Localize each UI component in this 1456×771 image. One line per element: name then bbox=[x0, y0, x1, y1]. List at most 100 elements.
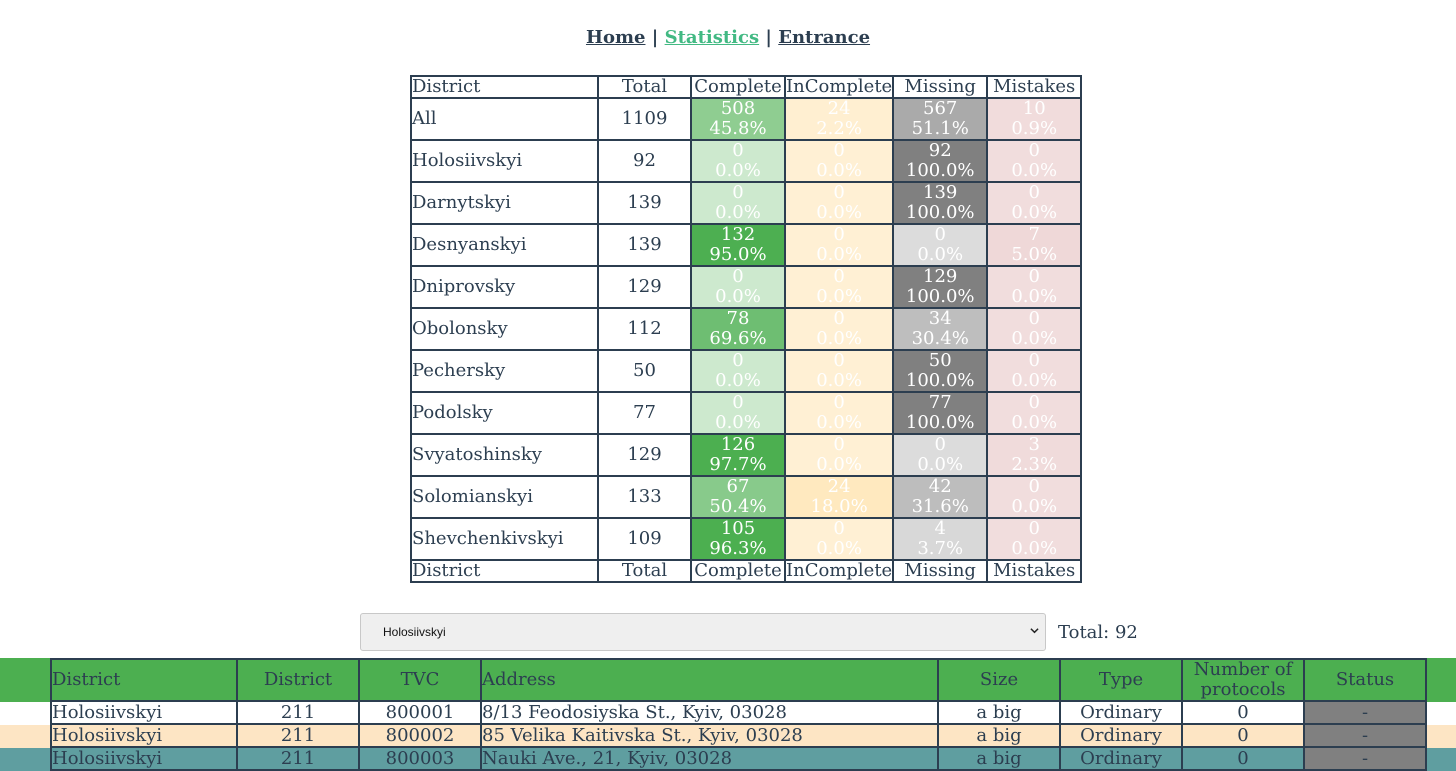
stats-incomplete-count: 0 bbox=[833, 140, 845, 161]
tvc-protocols: 0 bbox=[1181, 700, 1305, 725]
district-select[interactable]: Holosiivskyi bbox=[360, 613, 1046, 651]
stats-missing-count: 92 bbox=[928, 140, 952, 161]
stats-incomplete-percent: 0.0% bbox=[816, 454, 862, 475]
tvc-number: 800001 bbox=[358, 700, 482, 725]
stats-district-name: Obolonsky bbox=[410, 307, 599, 351]
stats-missing-cell: 92 100.0% bbox=[892, 139, 989, 183]
tvc-size: a big bbox=[937, 723, 1061, 748]
stats-complete-cell: 0 0.0% bbox=[690, 181, 786, 225]
stats-missing-cell: 50 100.0% bbox=[892, 349, 989, 393]
stats-missing-cell: 42 31.6% bbox=[892, 475, 989, 519]
stats-mistakes-percent: 0.9% bbox=[1011, 118, 1058, 139]
stats-mistakes-cell: 0 0.0% bbox=[986, 265, 1083, 309]
stats-missing-cell: 129 100.0% bbox=[892, 265, 989, 309]
stats-complete-percent: 95.0% bbox=[709, 244, 767, 265]
stats-incomplete-cell: 24 2.2% bbox=[783, 97, 895, 141]
stats-complete-cell: 0 0.0% bbox=[690, 349, 786, 393]
stats-missing-count: 4 bbox=[934, 518, 946, 539]
stats-missing-percent: 30.4% bbox=[911, 328, 969, 349]
tvc-row[interactable]: Holosiivskyi 211 800002 85 Velika Kaitivska… bbox=[50, 723, 1427, 748]
stats-mistakes-cell: 0 0.0% bbox=[986, 391, 1083, 435]
stats-incomplete-cell: 24 18.0% bbox=[783, 475, 895, 519]
stats-missing-count: 129 bbox=[923, 266, 958, 287]
stats-incomplete-percent: 0.0% bbox=[816, 538, 862, 559]
tvc-size: a big bbox=[937, 746, 1061, 771]
tvc-row[interactable]: Holosiivskyi 211 800003 Nauki Ave., 21, Kyi… bbox=[50, 746, 1427, 771]
stats-row: Solomianskyi 133 67 50.4% 24 18.0% 42 31.6% 0 0.0… bbox=[410, 475, 1083, 519]
stats-complete-count: 78 bbox=[726, 308, 750, 329]
stats-mistakes-percent: 5.0% bbox=[1011, 244, 1058, 265]
stats-missing-count: 139 bbox=[923, 182, 958, 203]
tvc-number: 800003 bbox=[358, 746, 482, 771]
stats-mistakes-percent: 0.0% bbox=[1011, 370, 1058, 391]
tvc-header-address: Address bbox=[480, 658, 939, 702]
tvc-header-type: Type bbox=[1059, 658, 1183, 702]
tvc-header-district-number: District bbox=[236, 658, 360, 702]
tvc-district-number: 211 bbox=[236, 700, 360, 725]
stats-footer-missing: Missing bbox=[892, 559, 989, 583]
stats-district-name: Desnyanskyi bbox=[410, 223, 599, 267]
stats-mistakes-count: 0 bbox=[1028, 266, 1040, 287]
stats-mistakes-count: 0 bbox=[1028, 182, 1040, 203]
tvc-header-size: Size bbox=[937, 658, 1061, 702]
stats-complete-percent: 0.0% bbox=[715, 412, 761, 433]
stats-footer-total: Total bbox=[597, 559, 692, 583]
stats-incomplete-cell: 0 0.0% bbox=[783, 139, 895, 183]
stats-missing-count: 77 bbox=[928, 392, 952, 413]
stats-mistakes-percent: 0.0% bbox=[1011, 496, 1058, 517]
stats-incomplete-percent: 0.0% bbox=[816, 286, 862, 307]
stats-incomplete-cell: 0 0.0% bbox=[783, 307, 895, 351]
stats-incomplete-count: 0 bbox=[833, 518, 845, 539]
stats-mistakes-count: 0 bbox=[1028, 350, 1040, 371]
stats-row: Shevchenkivskyi 109 105 96.3% 0 0.0% 4 3.7% 0 0.0… bbox=[410, 517, 1083, 561]
stats-complete-percent: 69.6% bbox=[709, 328, 767, 349]
stats-total: 109 bbox=[597, 517, 692, 561]
stats-complete-percent: 96.3% bbox=[709, 538, 767, 559]
tvc-size: a big bbox=[937, 700, 1061, 725]
stats-mistakes-count: 0 bbox=[1028, 476, 1040, 497]
stats-missing-count: 50 bbox=[928, 350, 952, 371]
stats-incomplete-percent: 2.2% bbox=[816, 118, 862, 139]
stats-complete-percent: 50.4% bbox=[709, 496, 767, 517]
nav-entrance-link[interactable]: Entrance bbox=[778, 27, 871, 48]
tvc-header-protocols: Number of protocols bbox=[1181, 658, 1305, 702]
tvc-type: Ordinary bbox=[1059, 723, 1183, 748]
tvc-row[interactable]: Holosiivskyi 211 800001 8/13 Feodosiyska St… bbox=[50, 700, 1427, 725]
stats-complete-count: 132 bbox=[720, 224, 756, 245]
tvc-type: Ordinary bbox=[1059, 746, 1183, 771]
stats-incomplete-count: 0 bbox=[833, 434, 845, 455]
stats-row: Obolonsky 112 78 69.6% 0 0.0% 34 30.4% 0 0.0% bbox=[410, 307, 1083, 351]
stats-complete-cell: 0 0.0% bbox=[690, 391, 786, 435]
stats-total: 112 bbox=[597, 307, 692, 351]
stats-header-row: District Total Complete InComplete Missi… bbox=[410, 75, 1083, 99]
stats-complete-cell: 0 0.0% bbox=[690, 265, 786, 309]
stats-mistakes-cell: 0 0.0% bbox=[986, 307, 1083, 351]
nav-statistics-link[interactable]: Statistics bbox=[664, 27, 760, 48]
stats-district-name: All bbox=[410, 97, 599, 141]
stats-total: 77 bbox=[597, 391, 692, 435]
stats-missing-cell: 0 0.0% bbox=[892, 433, 989, 477]
stats-missing-cell: 139 100.0% bbox=[892, 181, 989, 225]
tvc-number: 800002 bbox=[358, 723, 482, 748]
stats-missing-percent: 51.1% bbox=[911, 118, 969, 139]
stats-total: 139 bbox=[597, 181, 692, 225]
stats-incomplete-percent: 0.0% bbox=[816, 202, 862, 223]
stats-incomplete-count: 0 bbox=[833, 308, 845, 329]
nav-separator: | bbox=[765, 27, 772, 48]
stats-district-name: Podolsky bbox=[410, 391, 599, 435]
stats-incomplete-percent: 0.0% bbox=[816, 412, 862, 433]
stats-mistakes-cell: 0 0.0% bbox=[986, 181, 1083, 225]
tvc-protocols: 0 bbox=[1181, 723, 1305, 748]
tvc-district-number: 211 bbox=[236, 723, 360, 748]
nav-home-link[interactable]: Home bbox=[585, 27, 646, 48]
stats-incomplete-cell: 0 0.0% bbox=[783, 265, 895, 309]
stats-incomplete-count: 24 bbox=[827, 476, 851, 497]
stats-mistakes-count: 3 bbox=[1028, 434, 1040, 455]
tvc-header-district: District bbox=[50, 658, 238, 702]
stats-complete-percent: 0.0% bbox=[715, 286, 761, 307]
stats-mistakes-cell: 0 0.0% bbox=[986, 517, 1083, 561]
stats-header-total: Total bbox=[597, 75, 692, 99]
stats-header-district: District bbox=[410, 75, 599, 99]
stats-mistakes-cell: 0 0.0% bbox=[986, 475, 1083, 519]
stats-row: Holosiivskyi 92 0 0.0% 0 0.0% 92 100.0% 0 0.0% bbox=[410, 139, 1083, 183]
